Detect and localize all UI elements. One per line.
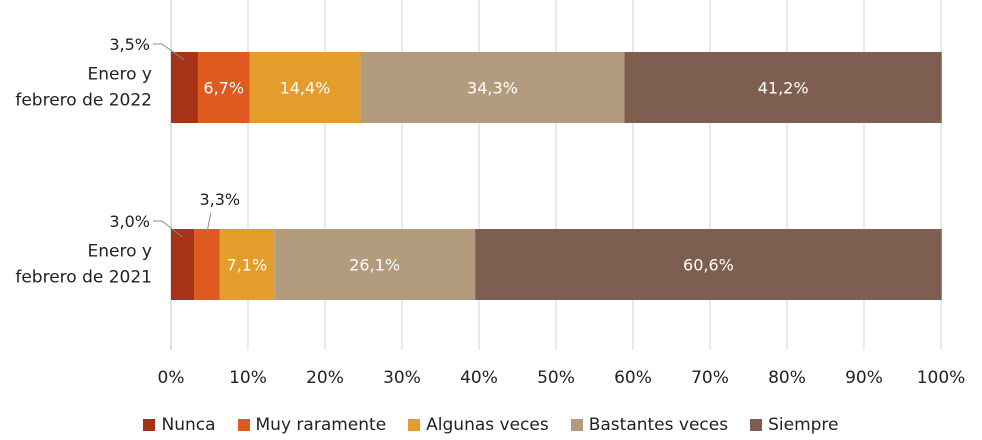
bar-segment (274, 229, 476, 300)
bar-segment (475, 229, 942, 300)
category-label: febrero de 2021 (15, 268, 152, 288)
data-label: 6,7% (203, 79, 244, 98)
x-tick-label: 40% (460, 368, 498, 388)
data-label: 34,3% (467, 79, 518, 98)
x-tick-label: 20% (306, 368, 344, 388)
bar-segment (249, 52, 361, 123)
stacked-bar-chart: 0% 10% 20% 30% 40% 50% 60% 70% 80% 90% 100% Enero y… (15, 0, 966, 388)
legend-swatch (237, 419, 250, 431)
category-label: febrero de 2022 (15, 91, 152, 111)
label-leader-line (153, 220, 183, 238)
x-tick-label: 10% (229, 368, 267, 388)
data-label: 7,1% (227, 256, 268, 275)
legend-item: Muy raramente (237, 415, 387, 435)
x-tick-label: 30% (383, 368, 421, 388)
data-label: 3,3% (199, 190, 240, 209)
x-tick-label: 100% (917, 368, 966, 388)
legend-item: Algunas veces (408, 415, 549, 435)
bar-segment (197, 52, 250, 123)
category-label: Enero y (88, 65, 152, 85)
legend-item: Bastantes veces (570, 415, 729, 435)
x-tick-label: 90% (845, 368, 883, 388)
legend-label: Bastantes veces (588, 415, 729, 435)
bar-segment (219, 229, 275, 300)
x-tick-label: 60% (614, 368, 652, 388)
data-label: 26,1% (349, 256, 400, 275)
legend-label: Algunas veces (426, 415, 549, 435)
legend-swatch (143, 419, 156, 431)
bar-segment (360, 52, 625, 123)
x-tick-label: 70% (691, 368, 729, 388)
category-label: Enero y (88, 242, 152, 262)
data-label: 14,4% (280, 79, 331, 98)
data-label: 3,5% (109, 35, 150, 54)
bar-segment (171, 52, 198, 123)
label-leader-line (206, 212, 212, 234)
label-leader-line (153, 43, 185, 61)
bar-segment (624, 52, 942, 123)
legend-swatch (570, 419, 583, 431)
data-label: 60,6% (683, 256, 734, 275)
data-label: 3,0% (109, 212, 150, 231)
legend-item: Nunca (143, 415, 216, 435)
bar-segment (194, 229, 220, 300)
data-label: 41,2% (758, 79, 809, 98)
bar-segment (171, 229, 195, 300)
x-tick-label: 80% (768, 368, 806, 388)
x-tick-label: 0% (158, 368, 185, 388)
legend: Nunca Muy raramente Algunas veces Bastantes… (0, 412, 982, 438)
legend-label: Muy raramente (255, 415, 387, 435)
x-tick-label: 50% (537, 368, 575, 388)
legend-swatch (408, 419, 421, 431)
legend-label: Siempre (768, 415, 839, 435)
legend-item: Siempre (750, 415, 839, 435)
legend-label: Nunca (161, 415, 216, 435)
legend-swatch (750, 419, 763, 431)
